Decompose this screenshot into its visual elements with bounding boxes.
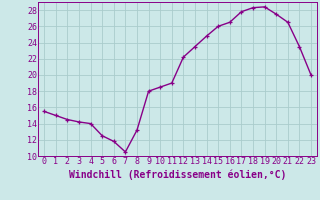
X-axis label: Windchill (Refroidissement éolien,°C): Windchill (Refroidissement éolien,°C) (69, 169, 286, 180)
